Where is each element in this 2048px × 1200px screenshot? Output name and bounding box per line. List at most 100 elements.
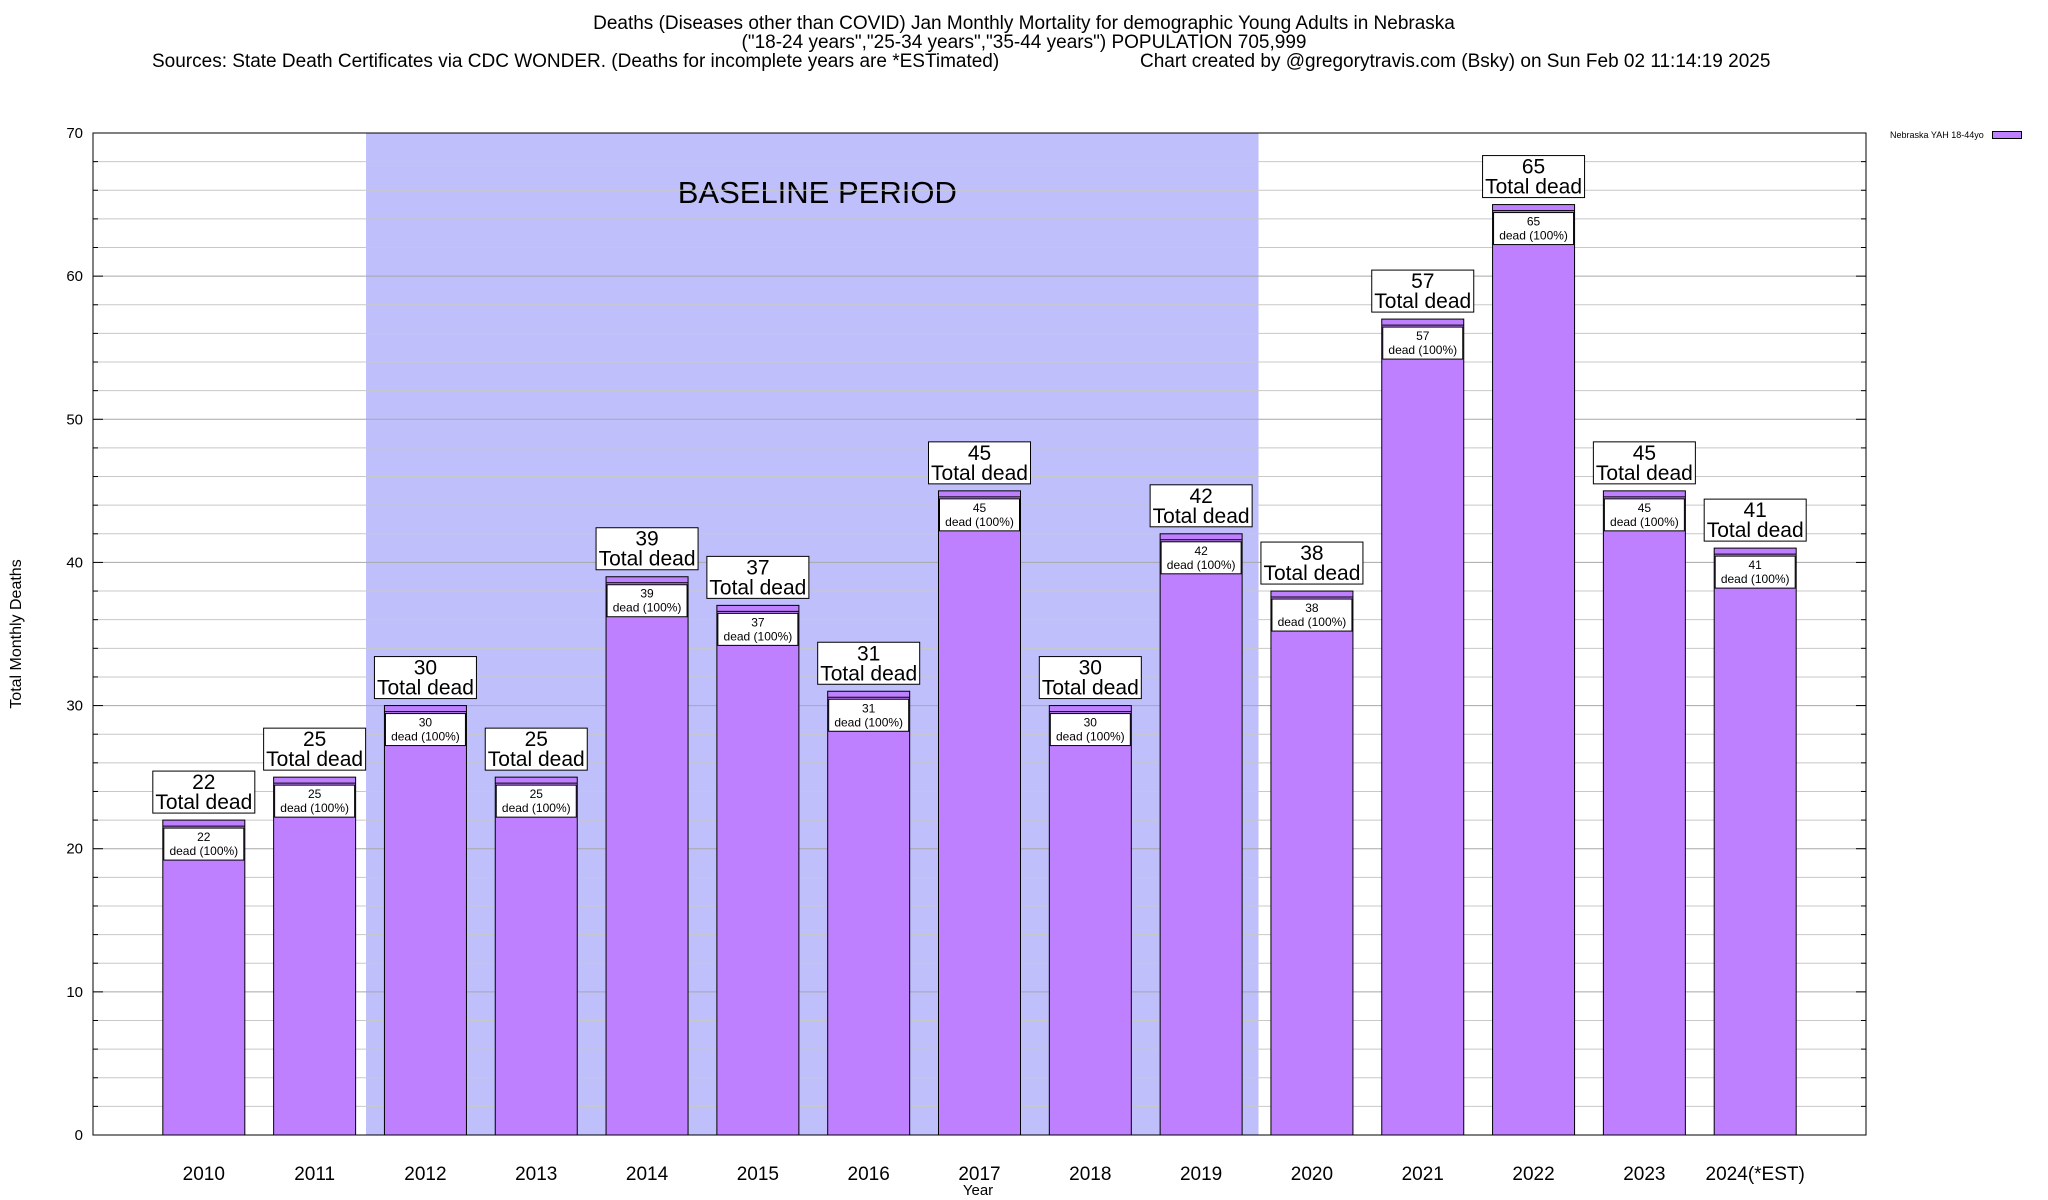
y-tick-label: 70 bbox=[66, 125, 83, 142]
inner-label-value: 65 bbox=[1527, 215, 1541, 229]
y-tick-label: 0 bbox=[75, 1127, 83, 1144]
inner-label-text: dead (100%) bbox=[1499, 229, 1568, 243]
bar bbox=[605, 576, 689, 1136]
bar bbox=[1492, 204, 1576, 1136]
inner-label-box bbox=[828, 698, 910, 732]
x-tick-label: 2013 bbox=[515, 1164, 557, 1185]
inner-label-text: dead (100%) bbox=[1278, 615, 1347, 629]
inner-label-text: dead (100%) bbox=[1721, 572, 1790, 586]
total-label-value: 38 bbox=[1300, 542, 1323, 565]
bar bbox=[1381, 318, 1465, 1136]
total-label-value: 45 bbox=[1633, 442, 1656, 465]
total-label-value: 45 bbox=[968, 442, 991, 465]
x-tick-label: 2011 bbox=[294, 1164, 335, 1185]
total-label-value: 22 bbox=[192, 771, 215, 794]
y-tick-label: 50 bbox=[66, 411, 83, 428]
legend-swatch bbox=[1991, 131, 2022, 139]
inner-label-text: dead (100%) bbox=[945, 515, 1014, 529]
total-label-box bbox=[1592, 441, 1696, 485]
bar bbox=[1270, 590, 1354, 1136]
total-label-value: 25 bbox=[525, 728, 548, 751]
bar bbox=[1159, 533, 1243, 1136]
inner-label-box bbox=[274, 784, 356, 818]
total-label-box bbox=[817, 641, 921, 685]
total-label-box bbox=[595, 527, 699, 571]
inner-label-value: 37 bbox=[751, 615, 765, 629]
x-tick-label: 2014 bbox=[626, 1164, 669, 1185]
inner-label-box bbox=[1160, 541, 1242, 575]
inner-label-text: dead (100%) bbox=[1167, 558, 1236, 572]
total-label-text: Total dead bbox=[1263, 562, 1360, 585]
bar bbox=[716, 604, 800, 1136]
inner-label-box bbox=[717, 612, 799, 646]
total-label-text: Total dead bbox=[488, 748, 585, 771]
y-tick-label: 60 bbox=[66, 268, 83, 285]
baseline-band-label: BASELINE PERIOD bbox=[678, 175, 957, 210]
total-label-text: Total dead bbox=[820, 662, 917, 685]
bars-layer bbox=[162, 204, 1797, 1136]
inner-label-text: dead (100%) bbox=[1056, 730, 1125, 744]
inner-label-box bbox=[384, 713, 466, 747]
inner-label-value: 38 bbox=[1305, 601, 1319, 615]
x-tick-label: 2015 bbox=[737, 1164, 779, 1185]
chart-subtitle: ("18-24 years","25-34 years","35-44 year… bbox=[741, 32, 1307, 53]
x-tick-label: 2019 bbox=[1180, 1164, 1222, 1185]
inner-label-value: 22 bbox=[197, 830, 211, 844]
chart-title: Deaths (Diseases other than COVID) Jan M… bbox=[593, 13, 1455, 34]
y-tick-label: 10 bbox=[66, 984, 83, 1001]
inner-label-text: dead (100%) bbox=[502, 801, 571, 815]
bar bbox=[1713, 547, 1797, 1136]
total-label-box bbox=[1038, 656, 1142, 700]
inner-label-value: 31 bbox=[862, 701, 876, 715]
x-tick-label: 2010 bbox=[183, 1164, 225, 1185]
inner-label-value: 30 bbox=[1084, 716, 1098, 730]
total-label-value: 39 bbox=[635, 528, 658, 551]
inner-label-value: 41 bbox=[1749, 558, 1763, 572]
inner-label-box bbox=[163, 827, 245, 861]
inner-label-text: dead (100%) bbox=[613, 601, 682, 615]
total-label-box bbox=[1482, 155, 1586, 199]
bar bbox=[827, 690, 911, 1136]
x-tick-label: 2016 bbox=[848, 1164, 890, 1185]
total-label-box bbox=[928, 441, 1031, 485]
plot-frame bbox=[92, 132, 1867, 1136]
inner-label-text: dead (100%) bbox=[1388, 343, 1457, 357]
credit-text: Chart created by @gregorytravis.com (Bsk… bbox=[1140, 51, 1771, 72]
total-label-text: Total dead bbox=[1153, 505, 1250, 528]
x-tick-label: 2012 bbox=[404, 1164, 446, 1185]
total-label-box bbox=[1260, 541, 1364, 585]
total-label-value: 25 bbox=[303, 728, 326, 751]
x-axis-label: Year bbox=[963, 1182, 993, 1199]
inner-label-box bbox=[1493, 212, 1575, 246]
inner-label-value: 25 bbox=[308, 787, 322, 801]
y-tick-label: 40 bbox=[66, 554, 83, 571]
source-line: Sources: State Death Certificates via CD… bbox=[0, 52, 2048, 71]
total-label-text: Total dead bbox=[931, 462, 1028, 485]
axes-layer: 0 10 20 30 40 50 60 70 2010 2011 2012 2013 2014 2015 2… bbox=[66, 125, 1867, 1185]
total-label-box bbox=[152, 770, 256, 814]
inner-label-value: 45 bbox=[973, 501, 987, 515]
inner-label-text: dead (100%) bbox=[169, 844, 238, 858]
inner-label-text: dead (100%) bbox=[1610, 515, 1679, 529]
total-label-text: Total dead bbox=[1042, 677, 1139, 700]
legend: Nebraska YAH 18-44yo bbox=[1890, 130, 2022, 140]
y-tick-label: 20 bbox=[66, 841, 83, 858]
total-label-text: Total dead bbox=[1485, 176, 1582, 199]
total-label-value: 57 bbox=[1411, 270, 1434, 293]
x-tick-label: 2017 bbox=[958, 1164, 1000, 1185]
x-tick-label: 2023 bbox=[1623, 1164, 1665, 1185]
total-label-box bbox=[1703, 498, 1807, 542]
inner-label-text: dead (100%) bbox=[391, 730, 460, 744]
total-label-text: Total dead bbox=[266, 748, 363, 771]
total-label-value: 65 bbox=[1522, 156, 1545, 179]
inner-label-text: dead (100%) bbox=[834, 715, 903, 729]
inner-label-value: 25 bbox=[530, 787, 544, 801]
total-label-text: Total dead bbox=[377, 677, 474, 700]
total-label-text: Total dead bbox=[599, 548, 696, 571]
inner-label-box bbox=[1714, 555, 1796, 589]
bar bbox=[383, 705, 467, 1136]
inner-label-box bbox=[1382, 326, 1464, 360]
x-tick-label: 2022 bbox=[1512, 1164, 1554, 1185]
